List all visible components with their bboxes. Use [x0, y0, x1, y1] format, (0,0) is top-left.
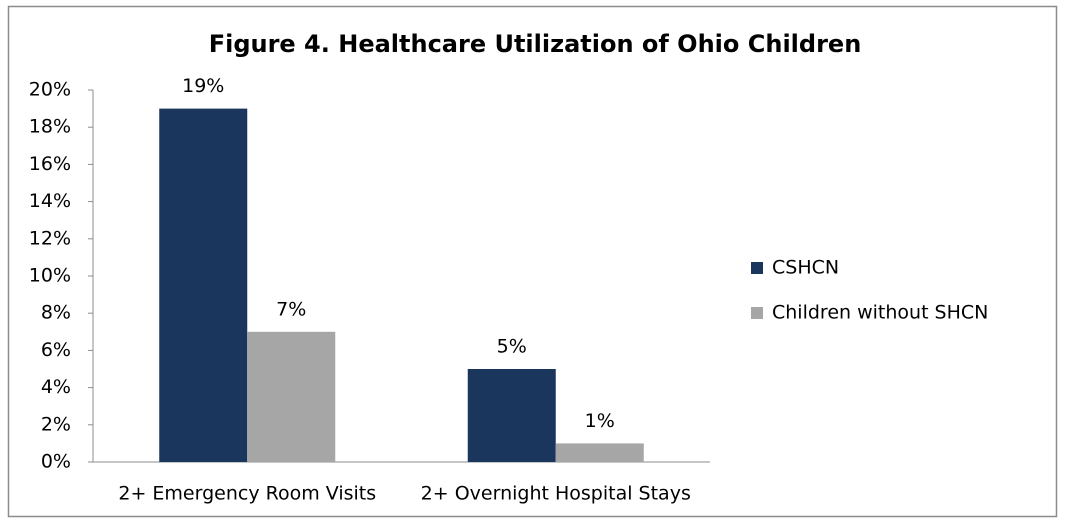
value-label: 7% — [276, 298, 306, 320]
legend-swatch — [751, 262, 763, 274]
y-tick-label: 18% — [29, 116, 71, 138]
y-tick-label: 16% — [29, 153, 71, 175]
x-tick-label: 2+ Overnight Hospital Stays — [421, 483, 691, 505]
bar — [555, 443, 644, 462]
x-tick-label: 2+ Emergency Room Visits — [118, 483, 376, 505]
y-tick-label: 0% — [41, 451, 71, 473]
y-tick-label: 14% — [29, 190, 71, 212]
bar — [247, 331, 336, 462]
value-label: 5% — [497, 336, 527, 358]
y-tick-label: 12% — [29, 227, 71, 249]
legend-label: CSHCN — [772, 257, 839, 279]
y-tick-label: 8% — [41, 302, 71, 324]
value-label: 1% — [585, 410, 615, 432]
legend-label: Children without SHCN — [772, 302, 988, 324]
y-tick-label: 20% — [29, 79, 71, 101]
y-tick-label: 4% — [41, 376, 71, 398]
y-tick-label: 2% — [41, 413, 71, 435]
bar — [159, 108, 248, 462]
value-label: 19% — [182, 75, 224, 97]
chart-title: Figure 4. Healthcare Utilization of Ohio… — [209, 30, 862, 58]
legend-swatch — [751, 307, 763, 319]
bar — [467, 369, 556, 462]
y-tick-label: 10% — [29, 265, 71, 287]
y-tick-label: 6% — [41, 339, 71, 361]
